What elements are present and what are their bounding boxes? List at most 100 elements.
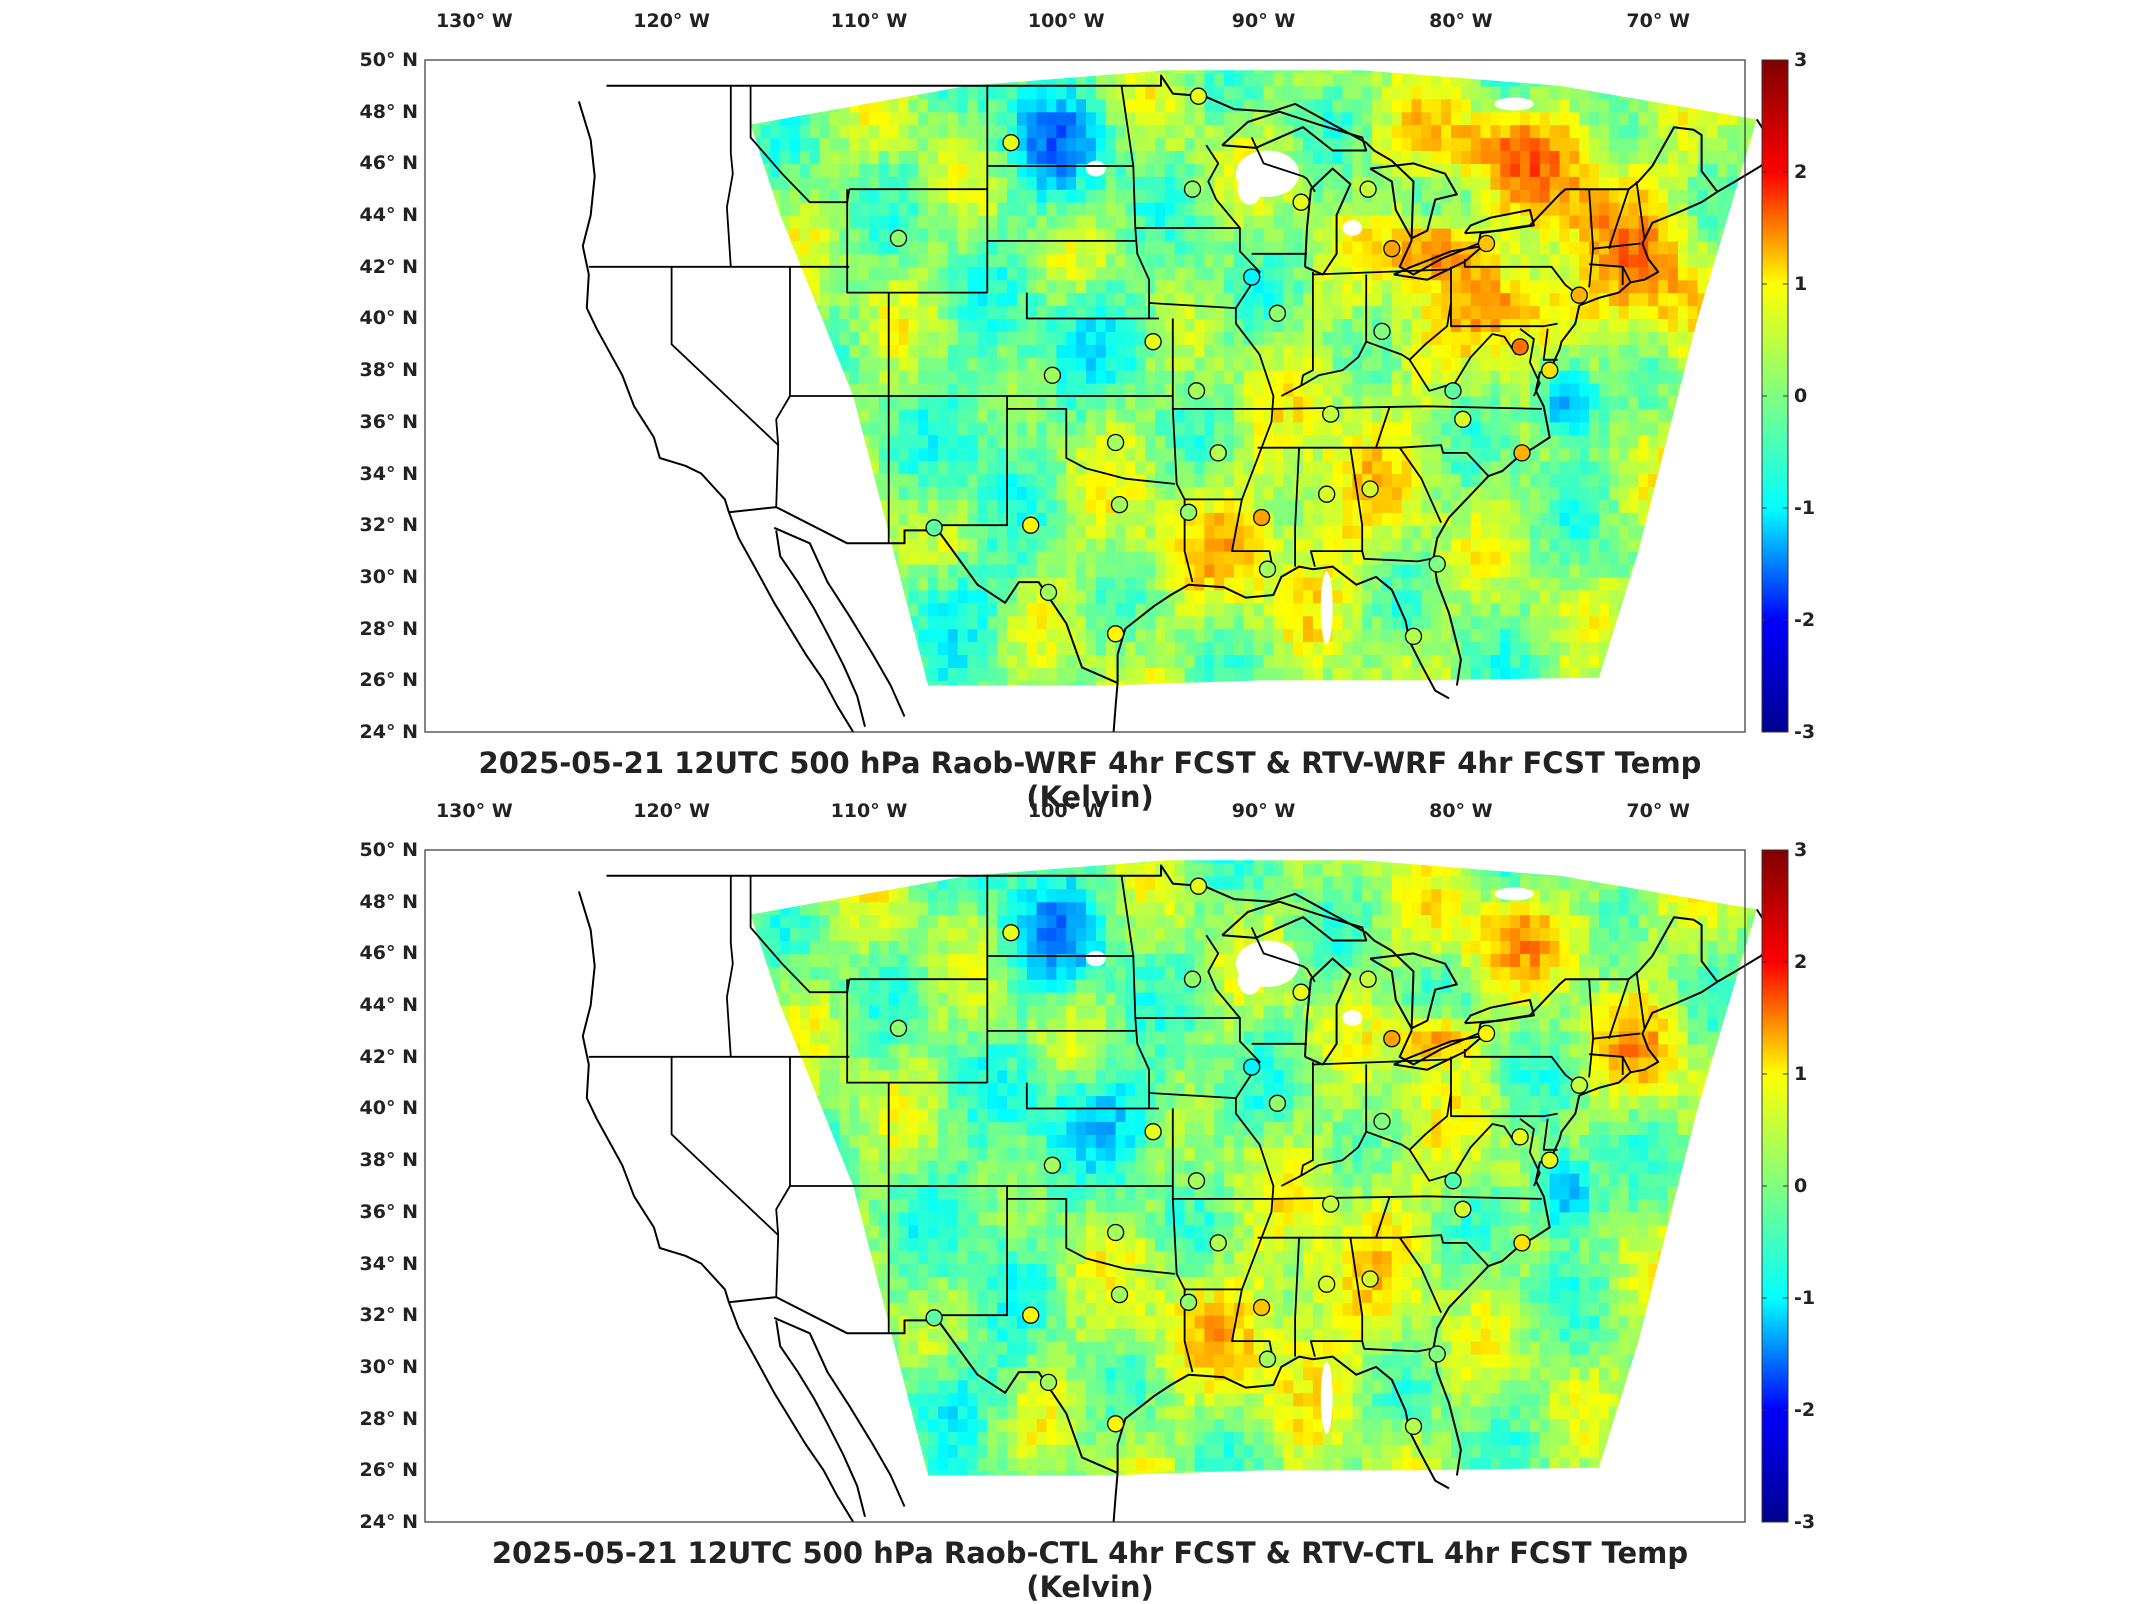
raob-station-marker	[1003, 135, 1019, 151]
latitude-label: 48° N	[360, 101, 418, 123]
latitude-label: 24° N	[360, 1511, 418, 1533]
longitude-label: 100° W	[1028, 10, 1105, 32]
raob-station-marker	[1362, 481, 1378, 497]
raob-station-marker	[1189, 1173, 1205, 1189]
latitude-label: 36° N	[360, 411, 418, 433]
raob-station-marker	[1185, 181, 1201, 197]
raob-station-marker	[1269, 305, 1285, 321]
raob-station-marker	[1360, 181, 1376, 197]
panel-wrf: 2025-05-21 12UTC 500 hPa Raob-WRF 4hr FC…	[0, 0, 2133, 800]
raob-station-marker	[1244, 269, 1260, 285]
raob-station-marker	[1254, 1300, 1270, 1316]
latitude-label: 36° N	[360, 1201, 418, 1223]
raob-station-marker	[1429, 556, 1445, 572]
raob-station-marker	[926, 1310, 942, 1326]
raob-station-marker	[1181, 504, 1197, 520]
raob-station-marker	[1374, 1113, 1390, 1129]
raob-station-marker	[1571, 287, 1587, 303]
raob-station-marker	[1479, 1026, 1495, 1042]
raob-station-marker	[1023, 517, 1039, 533]
raob-station-marker	[1384, 1031, 1400, 1047]
raob-station-marker	[1044, 1157, 1060, 1173]
colorbar-tick-label: -1	[1794, 497, 1815, 519]
colorbar-tick-label: 1	[1794, 273, 1807, 295]
raob-station-marker	[1244, 1059, 1260, 1075]
raob-station-marker	[891, 1020, 907, 1036]
raob-station-marker	[1191, 88, 1207, 104]
longitude-label: 110° W	[831, 800, 908, 822]
raob-station-marker	[1406, 1418, 1422, 1434]
raob-station-marker	[1041, 1374, 1057, 1390]
raob-station-marker	[1181, 1294, 1197, 1310]
raob-station-marker	[1571, 1077, 1587, 1093]
longitude-label: 90° W	[1232, 800, 1296, 822]
raob-station-marker	[1542, 1152, 1558, 1168]
longitude-label: 130° W	[436, 800, 513, 822]
map-ctl	[0, 790, 2133, 1590]
raob-station-marker	[1185, 971, 1201, 987]
latitude-label: 44° N	[360, 204, 418, 226]
latitude-label: 28° N	[360, 1408, 418, 1430]
colorbar-tick-label: 0	[1794, 385, 1807, 407]
latitude-label: 50° N	[360, 839, 418, 861]
colorbar-tick-label: -1	[1794, 1287, 1815, 1309]
raob-station-marker	[1455, 1201, 1471, 1217]
panel-ctl: 2025-05-21 12UTC 500 hPa Raob-CTL 4hr FC…	[0, 790, 2133, 1590]
latitude-label: 30° N	[360, 1356, 418, 1378]
raob-station-marker	[1254, 510, 1270, 526]
colorbar-tick-label: -3	[1794, 1511, 1815, 1533]
raob-station-marker	[1269, 1095, 1285, 1111]
colorbar-tick-label: 3	[1794, 49, 1807, 71]
raob-station-marker	[1108, 626, 1124, 642]
longitude-label: 70° W	[1626, 800, 1690, 822]
raob-station-marker	[1260, 561, 1276, 577]
raob-station-marker	[1455, 411, 1471, 427]
raob-station-marker	[1362, 1271, 1378, 1287]
raob-station-marker	[1323, 406, 1339, 422]
raob-station-marker	[1108, 1225, 1124, 1241]
latitude-label: 38° N	[360, 1149, 418, 1171]
raob-station-marker	[1374, 323, 1390, 339]
raob-station-marker	[1445, 1173, 1461, 1189]
raob-station-marker	[1360, 971, 1376, 987]
latitude-label: 42° N	[360, 256, 418, 278]
colorbar-tick-label: -3	[1794, 721, 1815, 743]
raob-station-marker	[1112, 497, 1128, 513]
raob-station-marker	[1112, 1287, 1128, 1303]
raob-station-marker	[1293, 194, 1309, 210]
raob-station-marker	[1429, 1346, 1445, 1362]
colorbar-tick-label: -2	[1794, 609, 1815, 631]
longitude-label: 90° W	[1232, 10, 1296, 32]
latitude-label: 48° N	[360, 891, 418, 913]
raob-station-marker	[926, 520, 942, 536]
latitude-label: 44° N	[360, 994, 418, 1016]
raob-station-marker	[1210, 1235, 1226, 1251]
raob-station-marker	[1479, 236, 1495, 252]
longitude-label: 80° W	[1429, 10, 1493, 32]
colorbar-tick-label: -2	[1794, 1399, 1815, 1421]
latitude-label: 42° N	[360, 1046, 418, 1068]
colorbar-tick-label: 0	[1794, 1175, 1807, 1197]
raob-station-marker	[1210, 445, 1226, 461]
colorbar-tick-label: 2	[1794, 951, 1807, 973]
raob-station-marker	[1319, 486, 1335, 502]
raob-station-marker	[1319, 1276, 1335, 1292]
raob-station-marker	[1445, 383, 1461, 399]
raob-station-marker	[1514, 445, 1530, 461]
latitude-label: 40° N	[360, 307, 418, 329]
longitude-label: 70° W	[1626, 10, 1690, 32]
longitude-label: 120° W	[633, 800, 710, 822]
raob-station-marker	[1384, 241, 1400, 257]
raob-station-marker	[1512, 339, 1528, 355]
raob-station-marker	[1260, 1351, 1276, 1367]
longitude-label: 80° W	[1429, 800, 1493, 822]
latitude-label: 30° N	[360, 566, 418, 588]
latitude-label: 32° N	[360, 514, 418, 536]
latitude-label: 50° N	[360, 49, 418, 71]
longitude-label: 130° W	[436, 10, 513, 32]
latitude-label: 46° N	[360, 942, 418, 964]
longitude-label: 100° W	[1028, 800, 1105, 822]
latitude-label: 38° N	[360, 359, 418, 381]
raob-station-marker	[1189, 383, 1205, 399]
raob-station-marker	[1023, 1307, 1039, 1323]
